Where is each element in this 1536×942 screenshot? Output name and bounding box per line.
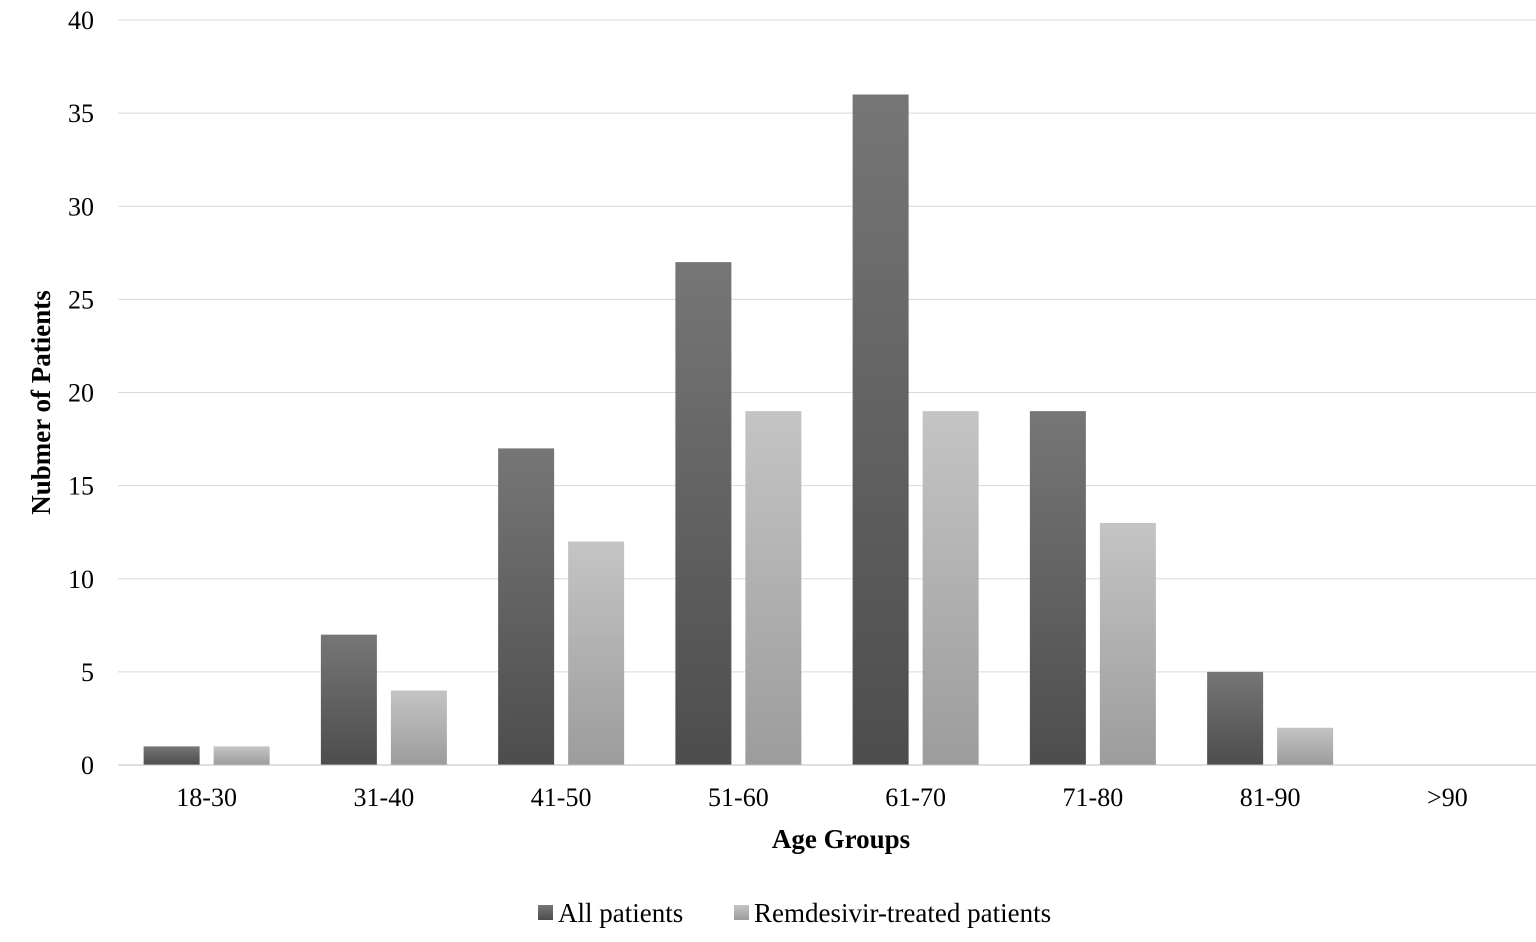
- bar-series-1-31-40: [390, 690, 447, 765]
- legend-swatch-0: [538, 905, 553, 920]
- x-tick-label: 51-60: [708, 783, 769, 812]
- y-tick-label: 40: [68, 6, 94, 35]
- y-tick-label: 35: [68, 99, 94, 128]
- bar-series-0-51-60: [675, 262, 732, 765]
- bar-series-0-41-50: [498, 448, 555, 765]
- bar-series-1-51-60: [745, 411, 802, 765]
- x-tick-label: 61-70: [885, 783, 946, 812]
- y-tick-label: 5: [81, 658, 94, 687]
- x-tick-label: 31-40: [354, 783, 415, 812]
- y-tick-label: 25: [68, 285, 94, 314]
- bar-series-1-61-70: [922, 411, 979, 765]
- gridlines: [118, 19, 1536, 673]
- bars: [143, 94, 1334, 765]
- bar-series-0-31-40: [320, 634, 377, 765]
- y-tick-label: 30: [68, 192, 94, 221]
- x-tick-label: 18-30: [176, 783, 237, 812]
- x-axis-title: Age Groups: [772, 824, 910, 854]
- x-tick-label: 81-90: [1240, 783, 1301, 812]
- bar-series-1-71-80: [1099, 522, 1156, 765]
- y-tick-label: 15: [68, 472, 94, 501]
- legend-label-0: All patients: [558, 898, 683, 928]
- y-axis-title: Nubmer of Patients: [26, 290, 56, 514]
- y-tick-label: 10: [68, 565, 94, 594]
- x-tick-label: >90: [1427, 783, 1468, 812]
- legend-swatch-1: [734, 905, 749, 920]
- bar-series-0-61-70: [852, 94, 909, 765]
- y-tick-label: 20: [68, 379, 94, 408]
- bar-series-0-71-80: [1029, 411, 1086, 765]
- legend-label-1: Remdesivir-treated patients: [754, 898, 1051, 928]
- x-tick-label: 41-50: [531, 783, 592, 812]
- bar-series-1-41-50: [568, 541, 625, 765]
- y-tick-label: 0: [81, 751, 94, 780]
- bar-series-1-18-30: [213, 746, 270, 765]
- y-axis-ticks: 0 5 10 15 20 25 30 35 40: [68, 6, 94, 780]
- bar-series-1-81-90: [1277, 727, 1334, 765]
- x-axis-ticks: 18-30 31-40 41-50 51-60 61-70 71-80 81-90 >90: [176, 783, 1467, 812]
- bar-series-0-18-30: [143, 746, 200, 765]
- legend: All patients Remdesivir-treated patients: [538, 898, 1051, 928]
- x-tick-label: 71-80: [1063, 783, 1124, 812]
- bar-series-0-81-90: [1207, 671, 1264, 765]
